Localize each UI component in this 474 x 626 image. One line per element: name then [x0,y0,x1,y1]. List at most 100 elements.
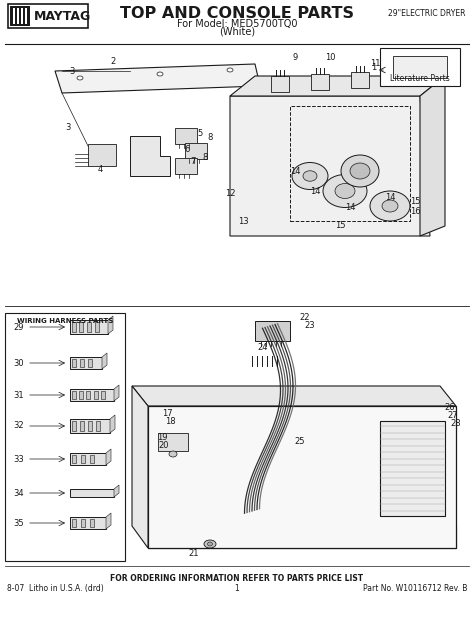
Bar [70,389,114,401]
Bar [72,322,76,332]
Text: 30: 30 [14,359,24,367]
Polygon shape [114,385,119,401]
Polygon shape [148,406,456,548]
Text: 1: 1 [235,584,239,593]
Bar [79,391,83,399]
Text: WIRING HARNESS PARTS: WIRING HARNESS PARTS [17,318,113,324]
Bar [158,433,188,451]
Bar [271,76,289,92]
Ellipse shape [335,183,355,198]
Text: 18: 18 [164,418,175,426]
Bar [73,519,76,527]
Text: Literature Parts: Literature Parts [390,74,450,83]
Bar [73,455,76,463]
Text: 3: 3 [65,123,71,133]
Text: For Model: MED5700TQ0: For Model: MED5700TQ0 [177,19,297,29]
Bar [21,8,24,24]
Bar [88,359,92,367]
Bar [17,8,19,24]
Bar [255,321,290,341]
Text: 15: 15 [335,222,345,230]
Text: 25: 25 [295,436,305,446]
Ellipse shape [204,540,216,548]
Bar [86,391,91,399]
Text: 34: 34 [14,488,24,498]
Text: 31: 31 [14,391,24,399]
Text: TOP AND CONSOLE PARTS: TOP AND CONSOLE PARTS [120,6,354,21]
Text: 28: 28 [451,419,461,429]
Text: 13: 13 [237,217,248,225]
Bar [311,74,329,90]
Text: 7: 7 [191,156,196,165]
Polygon shape [102,353,107,369]
Text: 14: 14 [310,187,320,195]
Bar [70,453,106,465]
Text: 4: 4 [97,165,103,173]
Text: 3: 3 [69,66,75,76]
Polygon shape [106,513,111,529]
Bar [70,489,114,497]
Polygon shape [230,96,430,236]
Bar [80,322,83,332]
Bar [88,144,116,166]
Ellipse shape [341,155,379,187]
Polygon shape [108,316,113,334]
Ellipse shape [350,163,370,179]
Bar [80,359,84,367]
Text: 15: 15 [410,197,420,205]
Bar [70,419,110,433]
Ellipse shape [323,175,367,207]
Bar [351,72,369,88]
Text: 11: 11 [370,58,380,68]
Bar [94,391,98,399]
Text: 16: 16 [410,207,420,215]
Text: 23: 23 [305,322,315,331]
Bar [10,6,30,26]
Text: 6: 6 [184,145,190,155]
Text: 21: 21 [189,550,199,558]
Text: 14: 14 [290,167,300,175]
Ellipse shape [169,451,177,457]
Ellipse shape [227,68,233,72]
Polygon shape [130,136,170,176]
Text: 17: 17 [162,409,173,418]
Bar [91,519,94,527]
Bar [96,421,100,431]
Text: 29"ELECTRIC DRYER: 29"ELECTRIC DRYER [389,9,466,19]
Bar [175,128,197,144]
Text: 26: 26 [445,404,456,413]
Text: (White): (White) [219,27,255,37]
Ellipse shape [370,191,410,221]
Bar [72,359,76,367]
Text: MAYTAG: MAYTAG [34,9,91,23]
Polygon shape [230,76,445,96]
Bar [290,106,410,221]
Bar [13,8,16,24]
Text: 8: 8 [202,153,208,163]
Bar [82,519,85,527]
Text: 20: 20 [159,441,169,449]
Bar [185,143,207,159]
Text: 29: 29 [14,322,24,332]
Bar [101,391,105,399]
Polygon shape [132,386,148,548]
Text: 8-07  Litho in U.S.A. (drd): 8-07 Litho in U.S.A. (drd) [7,584,104,593]
Polygon shape [110,415,115,433]
Polygon shape [114,485,119,497]
Text: FOR ORDERING INFORMATION REFER TO PARTS PRICE LIST: FOR ORDERING INFORMATION REFER TO PARTS … [110,574,364,583]
Text: 27: 27 [447,411,458,421]
Bar [88,421,92,431]
Text: 32: 32 [14,421,24,431]
Text: 2: 2 [110,58,116,66]
Text: 14: 14 [345,203,355,212]
Text: 24: 24 [258,344,268,352]
Text: 22: 22 [300,314,310,322]
Text: 12: 12 [225,190,235,198]
Bar [95,322,99,332]
Polygon shape [420,76,445,236]
Bar [380,421,445,516]
Ellipse shape [292,163,328,190]
Polygon shape [148,526,456,548]
Bar [80,421,84,431]
Bar [175,158,197,174]
